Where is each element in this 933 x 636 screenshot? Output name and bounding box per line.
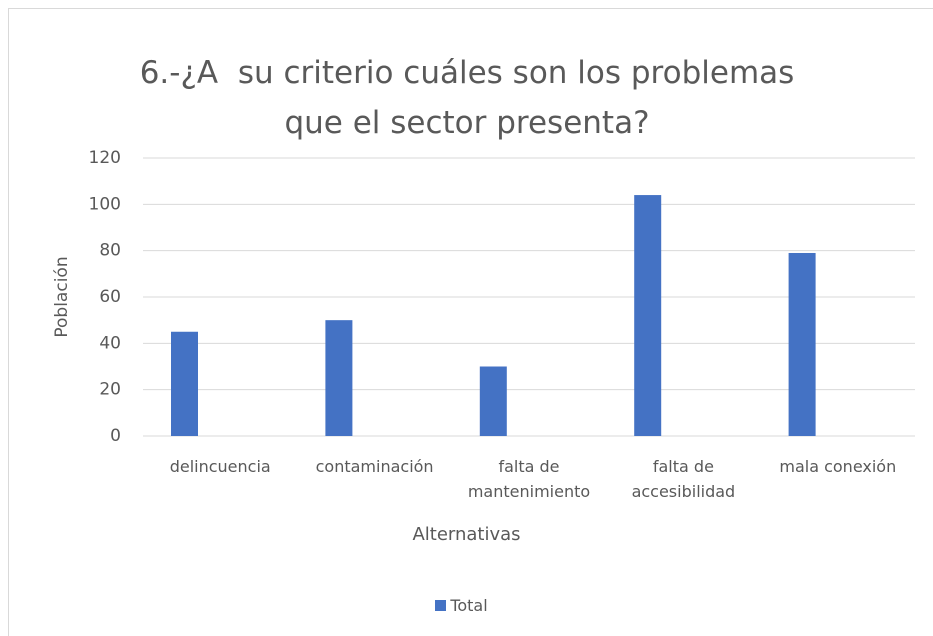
legend-swatch [435,600,447,611]
y-tick-label: 20 [99,380,121,400]
x-tick-label: delincuencia [169,457,271,476]
bar [479,366,507,436]
y-tick-label: 120 [89,148,121,168]
x-tick-label: mala conexión [779,457,897,476]
bar [325,320,353,436]
y-tick-label: 60 [99,287,121,307]
legend-label: Total [450,596,488,615]
y-tick-label: 0 [110,426,121,446]
y-axis-label: Población [52,256,72,337]
y-tick-label: 100 [89,194,121,214]
chart-title: 6.-¿A su criterio cuáles son los problem… [139,55,805,141]
bar [634,195,662,436]
y-tick-label: 40 [99,333,121,353]
chart-frame [8,8,933,636]
bar [171,331,198,436]
x-tick-label: contaminación [315,457,434,476]
x-tick-label: falta de accesibilidad [631,457,736,501]
y-tick-label: 80 [99,241,121,261]
legend: Total [0,596,933,615]
x-tick-label: falta de mantenimiento [467,457,591,501]
bar [788,252,816,436]
x-axis-label: Alternativas [412,524,521,545]
